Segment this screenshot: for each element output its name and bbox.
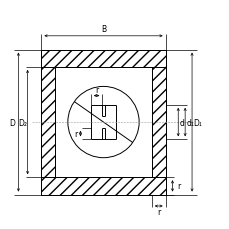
Text: d: d [179, 118, 183, 127]
Polygon shape [90, 105, 116, 117]
Text: d₁: d₁ [185, 118, 193, 127]
Text: B: B [101, 25, 106, 34]
Text: D: D [10, 118, 16, 127]
Text: r: r [95, 86, 98, 95]
Text: r: r [156, 207, 160, 216]
Text: D₁: D₁ [192, 118, 201, 127]
Text: r: r [74, 129, 78, 139]
Polygon shape [41, 50, 165, 68]
Polygon shape [41, 177, 165, 195]
Text: D₂: D₂ [18, 118, 27, 127]
Polygon shape [41, 68, 55, 177]
Polygon shape [104, 105, 116, 140]
Text: r: r [177, 182, 180, 191]
Circle shape [68, 87, 139, 158]
Polygon shape [151, 68, 165, 177]
Polygon shape [90, 128, 116, 140]
Polygon shape [90, 105, 102, 140]
